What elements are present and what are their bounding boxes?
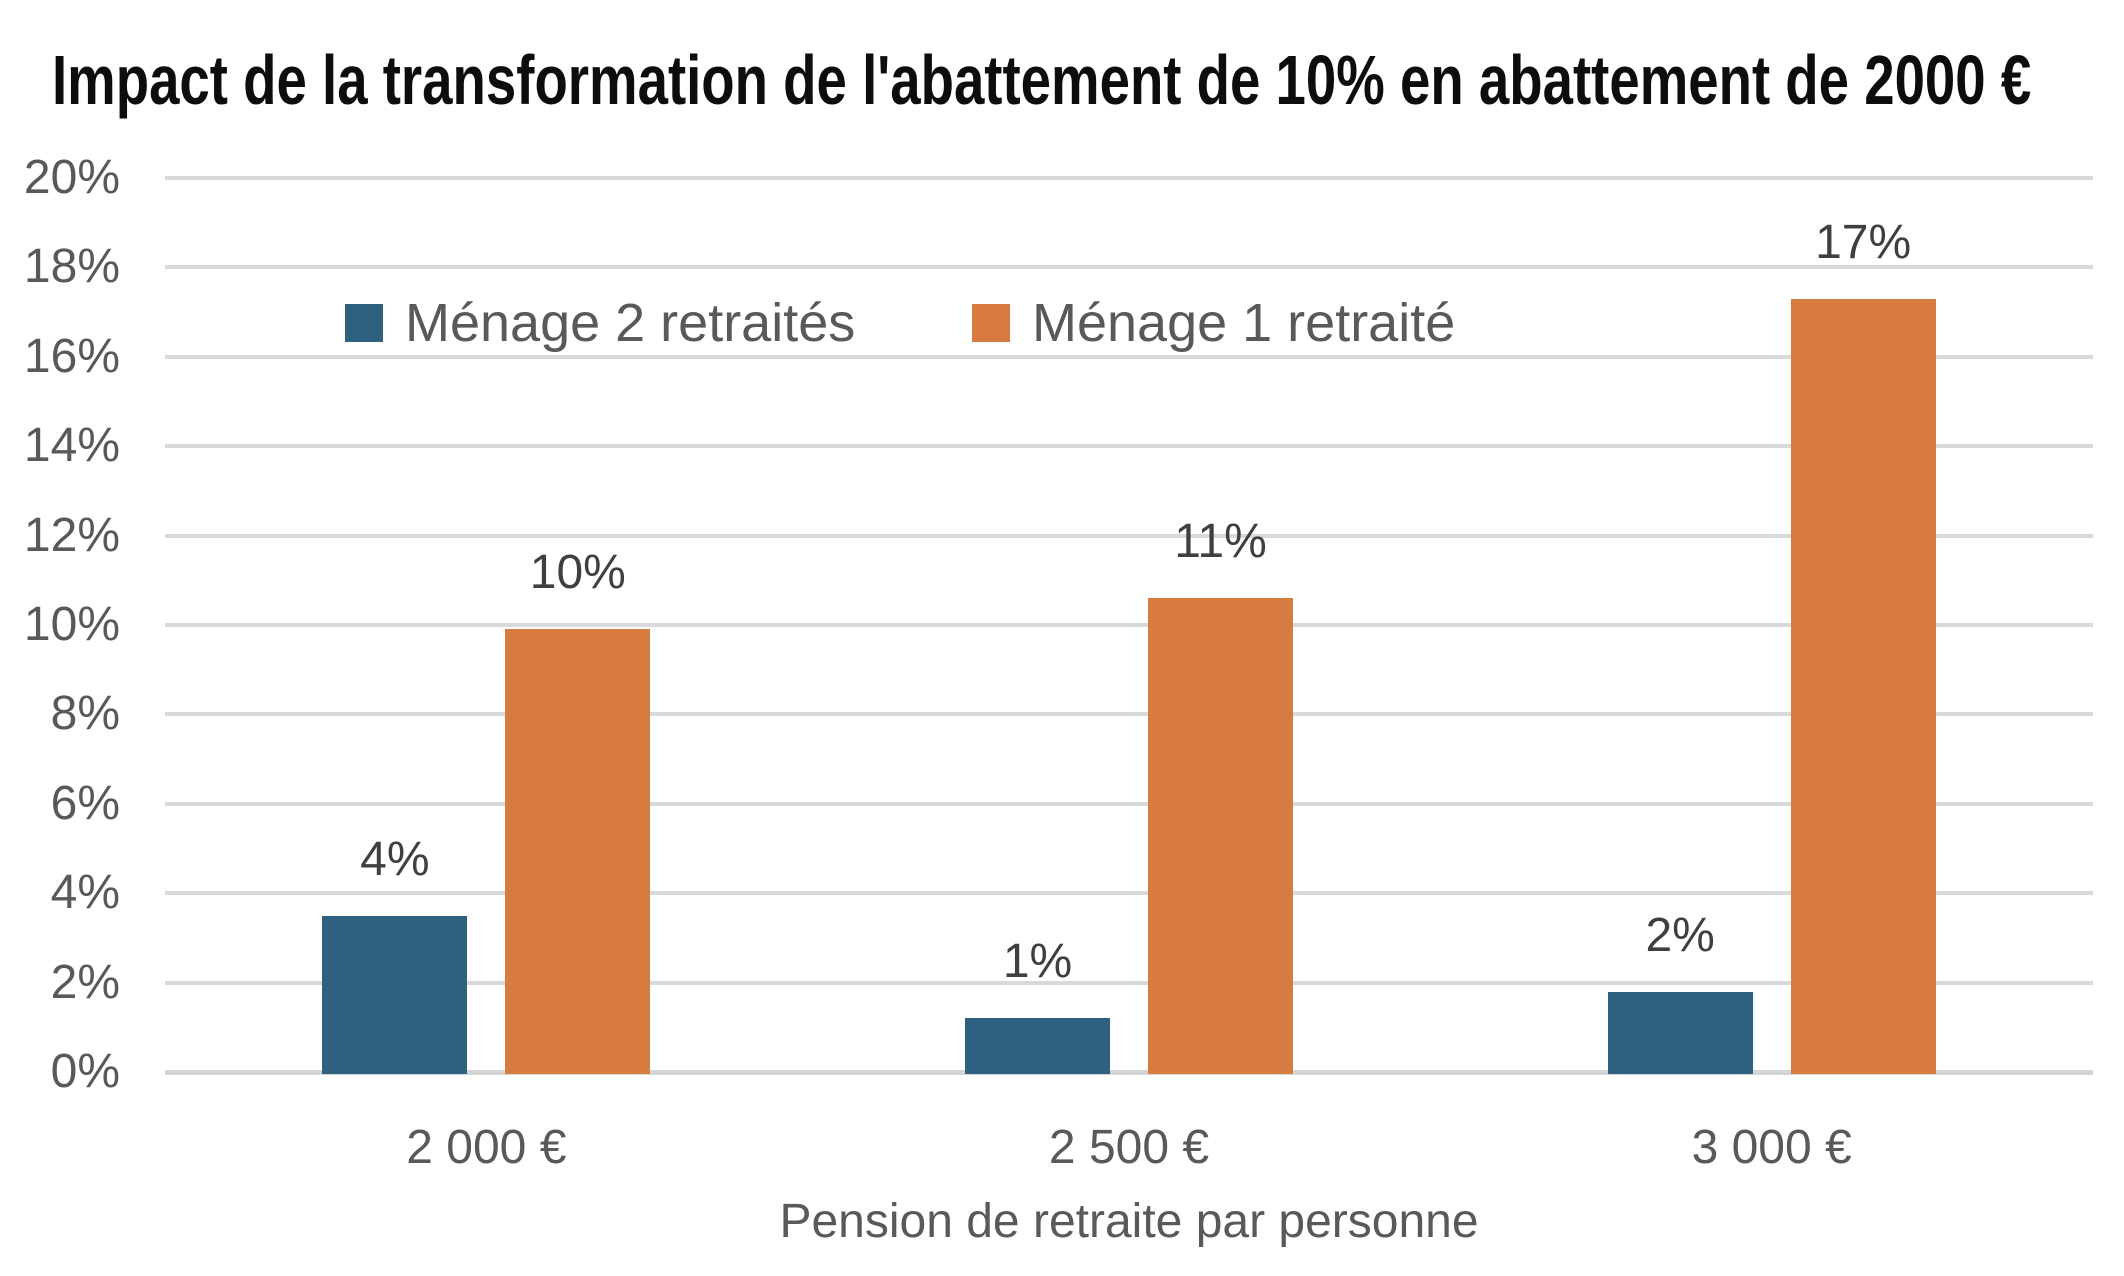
gridline (165, 533, 2093, 538)
legend-label: Ménage 2 retraités (405, 293, 856, 353)
bar-series-0-cat-2 (1607, 991, 1753, 1074)
chart-title: Impact de la transformation de l'abattem… (52, 41, 2032, 119)
gridline (165, 980, 2093, 985)
y-tick-label: 6% (50, 776, 120, 830)
bar-series-0-cat-0 (322, 915, 468, 1074)
y-tick-label: 0% (50, 1045, 120, 1098)
y-tick-label: 4% (50, 866, 120, 920)
gridline (165, 891, 2093, 896)
bar-data-label: 2% (1645, 908, 1715, 962)
bar-data-label: 17% (1815, 215, 1912, 269)
x-axis-title: Pension de retraite par personne (779, 1195, 1479, 1248)
y-tick-label: 2% (50, 955, 120, 1009)
gridline (165, 712, 2093, 717)
y-tick-label: 16% (23, 329, 120, 383)
x-axis-baseline (165, 1070, 2093, 1075)
x-category-label: 2 000 € (406, 1121, 567, 1174)
gridline (165, 354, 2093, 359)
x-category-label: 2 500 € (1048, 1121, 1210, 1174)
bar-data-label: 10% (529, 546, 626, 600)
bar-series-1-cat-0 (505, 629, 651, 1074)
legend-swatch-blue-icon (345, 304, 383, 342)
legend-item-menage-1-retraite: Ménage 1 retraité (972, 295, 1455, 351)
legend-swatch-orange-icon (972, 304, 1010, 342)
gridline (165, 801, 2093, 806)
bar-data-label: 11% (1174, 515, 1267, 569)
y-tick-label: 14% (23, 419, 120, 473)
bar-data-label: 4% (360, 832, 430, 886)
y-tick-label: 10% (23, 598, 120, 651)
bar-data-label: 1% (1002, 935, 1073, 989)
gridline (165, 444, 2093, 449)
legend-label: Ménage 1 retraité (1032, 293, 1456, 353)
gridline (165, 623, 2093, 627)
y-tick-label: 8% (50, 687, 120, 741)
legend-item-menage-2-retraites: Ménage 2 retraités (345, 295, 855, 351)
bar-series-0-cat-1 (965, 1018, 1110, 1074)
gridline (165, 265, 2093, 270)
bar-series-1-cat-2 (1790, 298, 1936, 1074)
bar-series-1-cat-1 (1148, 598, 1293, 1074)
gridline (165, 176, 2093, 180)
y-tick-label: 18% (23, 240, 120, 294)
x-category-label: 3 000 € (1691, 1121, 1852, 1174)
y-tick-label: 12% (23, 508, 120, 562)
y-tick-label: 20% (23, 151, 120, 204)
